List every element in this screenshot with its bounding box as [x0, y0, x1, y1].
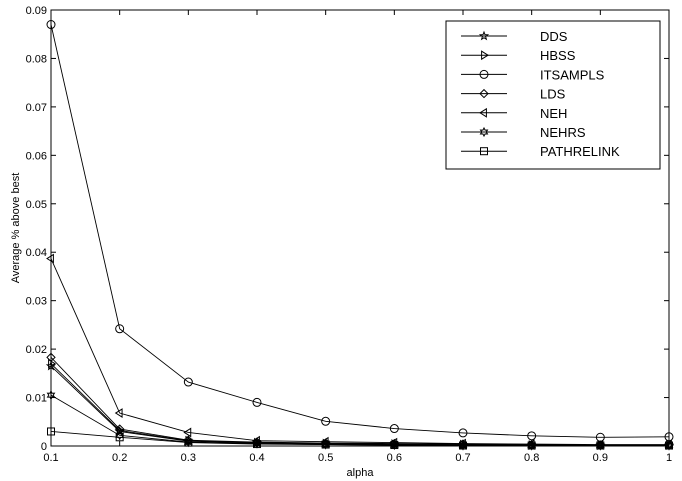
data-point-circle — [252, 397, 262, 407]
data-point-triangle-left — [114, 408, 123, 418]
y-axis-label: Average % above best — [10, 173, 22, 283]
legend-label: DDS — [540, 29, 568, 44]
data-point-circle — [46, 20, 56, 30]
series-line — [50, 431, 669, 446]
legend-label: ITSAMPLS — [540, 67, 605, 82]
data-point-circle — [183, 377, 193, 387]
x-tick-label: 0.3 — [181, 452, 196, 464]
data-point-square — [390, 441, 399, 450]
legend: DDS HBSS ITSAMPLS LDS NEH NEHRS PATHRELINK — [445, 20, 661, 170]
y-tick-label: 0.01 — [26, 393, 47, 405]
data-point-square — [527, 441, 536, 450]
data-point-square — [184, 438, 193, 447]
legend-entry: HBSS — [461, 48, 576, 63]
data-point-square — [459, 441, 467, 450]
y-tick-label: 0 — [41, 441, 47, 453]
data-point-circle — [458, 428, 468, 438]
y-tick-label: 0.05 — [26, 199, 47, 211]
legend-entry: PATHRELINK — [461, 144, 620, 159]
x-tick-label: 0.7 — [455, 452, 470, 464]
legend-marker-diamond — [479, 88, 489, 99]
x-tick-label: 0.9 — [593, 452, 608, 464]
y-tick-label: 0.03 — [26, 296, 47, 308]
y-tick-label: 0.04 — [26, 247, 47, 259]
x-tick-label: 1 — [666, 452, 672, 464]
legend-entry: ITSAMPLS — [461, 67, 605, 82]
legend-entry: LDS — [461, 87, 566, 102]
y-tick-label: 0.02 — [26, 344, 47, 356]
data-point-triangle-left — [183, 427, 192, 438]
series-pathrelink — [47, 427, 673, 450]
series-line — [50, 24, 670, 438]
y-tick-label: 0.09 — [26, 5, 47, 17]
legend-label: LDS — [540, 87, 566, 102]
y-tick-label: 0.06 — [26, 150, 47, 162]
data-point-diamond — [114, 424, 125, 434]
data-point-triangle-left — [320, 436, 329, 447]
data-point-diamond — [46, 352, 56, 363]
legend-label: NEHRS — [540, 125, 586, 140]
x-tick-label: 0.5 — [318, 452, 333, 464]
legend-label: PATHRELINK — [540, 144, 620, 159]
legend-marker-square — [480, 147, 488, 156]
legend-marker-circle — [479, 69, 489, 79]
legend-entry: NEHRS — [461, 125, 586, 140]
data-point-square — [665, 441, 673, 450]
y-tick-label: 0.08 — [26, 53, 47, 65]
legend-marker-hexagram — [479, 126, 489, 138]
data-point-circle — [389, 424, 399, 434]
x-tick-label: 0.4 — [249, 452, 264, 464]
y-tick-label: 0.07 — [26, 102, 47, 114]
y-axis-ticks: 0 0.01 0.02 0.03 0.04 0.05 0.06 0.07 0.08 0.09 — [26, 5, 669, 453]
legend-label: HBSS — [540, 48, 576, 63]
data-point-square — [253, 440, 261, 449]
series-line — [50, 258, 669, 445]
data-point-square — [596, 441, 605, 450]
data-point-square — [115, 433, 124, 442]
data-point-triangle-left — [46, 253, 54, 264]
data-point-square — [47, 427, 55, 436]
x-axis-label: alpha — [347, 467, 375, 479]
x-tick-label: 0.2 — [112, 452, 127, 464]
data-point-circle — [321, 416, 331, 426]
x-tick-label: 0.8 — [524, 452, 539, 464]
data-point-hexagram — [46, 390, 56, 401]
series-line — [50, 357, 669, 446]
x-tick-label: 0.6 — [387, 452, 402, 464]
x-tick-label: 0.1 — [43, 452, 58, 464]
data-point-circle — [527, 431, 537, 441]
legend-marker-star — [478, 30, 490, 41]
data-point-triangle-right — [48, 358, 56, 369]
legend-entry: NEH — [461, 106, 567, 121]
data-point-circle — [115, 324, 125, 334]
legend-entry: DDS — [461, 29, 568, 44]
legend-marker-triangle-right — [481, 50, 489, 61]
series-layer — [45, 20, 675, 451]
data-point-square — [321, 440, 330, 449]
series-itsampls — [46, 20, 674, 442]
legend-marker-triangle-left — [479, 107, 487, 118]
legend-label: NEH — [540, 106, 567, 121]
